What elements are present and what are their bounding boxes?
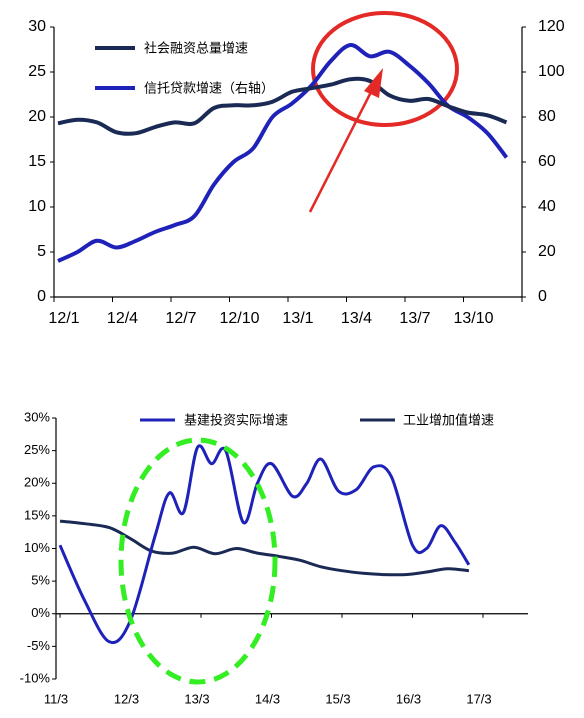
legend-label-infrastructure: 基建投资实际增速 [184, 413, 288, 429]
left-tick-label: 25 [28, 63, 46, 80]
x-tick-label: 13/10 [453, 310, 493, 327]
y-tick-label: 5% [31, 573, 50, 588]
highlight-arrow-shaft [308, 91, 373, 213]
right-tick-label: 40 [538, 198, 556, 215]
right-tick-label: 80 [538, 108, 556, 125]
right-tick-label: 0 [538, 288, 547, 305]
y-tick-label: 30% [24, 409, 50, 424]
right-tick-label: 60 [538, 153, 556, 170]
x-tick-label: 11/3 [44, 691, 68, 706]
legend-label-social-financing: 社会融资总量增速 [144, 41, 248, 57]
x-tick-label: 12/3 [114, 691, 139, 706]
x-tick-label: 13/1 [282, 310, 313, 327]
y-tick-label: 25% [24, 442, 50, 457]
series-industrial-value-added-line [59, 519, 470, 577]
y-tick-label: 20% [24, 475, 50, 490]
left-tick-label: 0 [37, 288, 46, 305]
x-tick-label: 17/3 [466, 691, 491, 706]
x-tick-label: 12/1 [48, 310, 79, 327]
highlight-arrow-head [364, 68, 383, 98]
right-tick-label: 20 [538, 243, 556, 260]
chart-social-financing-trust-loans: 0 5 10 15 20 25 30 0 20 40 60 80 100 120 12/1 12/4 12/7 1… [28, 11, 565, 327]
y-tick-label: -5% [27, 638, 51, 653]
legend-label-trust-loan: 信托贷款增速（右轴） [144, 82, 274, 97]
y-tick-label: 15% [24, 507, 50, 522]
x-tick-label: 14/3 [255, 691, 280, 706]
x-tick-label: 13/4 [341, 310, 372, 327]
left-tick-label: 30 [28, 18, 46, 35]
legend-label-industrial: 工业增加值增速 [403, 413, 494, 429]
y-tick-label: 0% [31, 605, 50, 620]
series-infrastructure-investment-line [58, 444, 471, 645]
x-tick-label: 13/7 [399, 310, 430, 327]
x-tick-label: 15/3 [325, 691, 350, 706]
highlight-ellipse [311, 11, 459, 127]
left-tick-label: 15 [28, 153, 46, 170]
x-tick-label: 12/4 [107, 310, 138, 327]
y-tick-label: -10% [20, 670, 51, 685]
x-tick-label: 12/10 [219, 310, 259, 327]
left-tick-label: 10 [28, 198, 46, 215]
x-tick-label: 16/3 [396, 691, 421, 706]
left-tick-label: 5 [37, 243, 46, 260]
highlight-dashed-ellipse [118, 437, 278, 685]
right-tick-label: 120 [538, 18, 565, 35]
series-social-financing-line [57, 76, 508, 136]
y-tick-label: 10% [24, 540, 50, 555]
series-trust-loan-growth-line [57, 43, 509, 263]
x-tick-label: 12/7 [165, 310, 196, 327]
x-tick-label: 13/3 [184, 691, 209, 706]
left-tick-label: 20 [28, 108, 46, 125]
right-tick-label: 100 [538, 63, 565, 80]
